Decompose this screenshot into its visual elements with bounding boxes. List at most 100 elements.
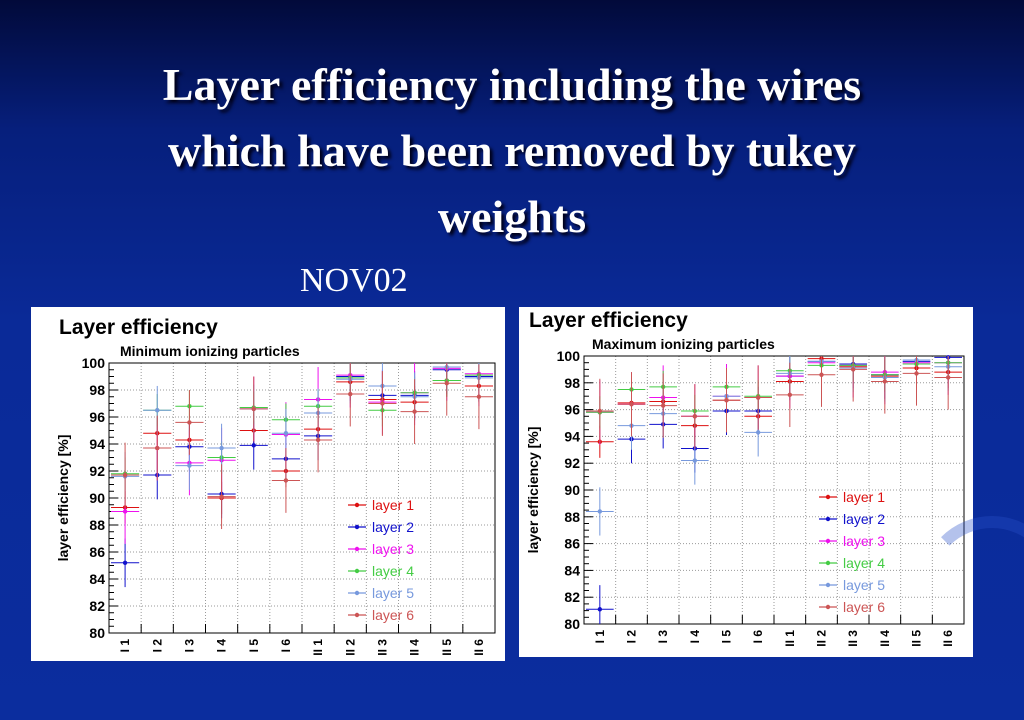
data-point xyxy=(315,437,321,443)
legend-label: layer 1 xyxy=(843,489,885,505)
data-point xyxy=(692,458,698,463)
y-tick-label: 90 xyxy=(564,482,580,498)
x-tick-label: II 1 xyxy=(783,630,797,647)
y-tick-label: 80 xyxy=(89,625,105,641)
y-tick-label: 94 xyxy=(564,428,580,444)
x-tick-label: II 3 xyxy=(375,639,389,656)
data-point xyxy=(787,392,793,398)
legend-label: layer 2 xyxy=(843,511,885,527)
data-point xyxy=(219,445,224,451)
data-point xyxy=(122,560,128,565)
slide-title-line-1: Layer efficiency including the wires xyxy=(162,59,862,110)
y-axis-label: layer efficiency [%] xyxy=(55,435,71,562)
legend-label: layer 1 xyxy=(372,497,414,513)
x-tick-label: I 6 xyxy=(751,630,765,644)
x-tick-label: I 1 xyxy=(593,630,607,644)
x-tick-label: I 5 xyxy=(247,639,261,653)
data-point xyxy=(283,431,289,436)
data-point xyxy=(219,494,224,499)
legend-marker xyxy=(825,560,831,566)
data-point xyxy=(251,406,256,412)
data-point xyxy=(629,402,634,407)
plot-frame xyxy=(583,355,965,625)
legend-marker xyxy=(354,502,360,508)
chart-title: Layer efficiency xyxy=(59,316,218,339)
x-tick-label: II 5 xyxy=(910,630,924,647)
legend-marker xyxy=(825,582,831,588)
data-point xyxy=(283,478,289,483)
data-point xyxy=(819,372,824,377)
y-tick-label: 96 xyxy=(564,402,580,418)
legend-marker xyxy=(825,538,831,544)
y-tick-label: 98 xyxy=(89,382,105,398)
legend-label: layer 6 xyxy=(372,607,414,623)
y-tick-label: 82 xyxy=(89,598,105,614)
data-point xyxy=(187,420,192,425)
x-tick-label: II 5 xyxy=(440,639,454,656)
x-tick-label: II 2 xyxy=(343,639,357,656)
data-point xyxy=(755,395,761,400)
data-point xyxy=(380,401,385,406)
chart-subtitle: Minimum ionizing particles xyxy=(120,343,300,359)
chart-title: Layer efficiency xyxy=(529,309,688,332)
data-point xyxy=(882,379,888,384)
y-tick-label: 86 xyxy=(564,536,580,552)
y-tick-label: 84 xyxy=(89,571,105,587)
y-tick-label: 84 xyxy=(564,562,580,578)
y-tick-label: 92 xyxy=(89,463,105,479)
chart-minimum-ionizing-svg: Layer efficiency Minimum ionizing particl… xyxy=(55,316,496,656)
x-tick-label: II 4 xyxy=(878,630,892,647)
data-point xyxy=(914,371,919,376)
legend-marker xyxy=(354,568,360,574)
y-tick-label: 86 xyxy=(89,544,105,560)
slide-title-line-2: which have been removed by tukey xyxy=(168,125,856,176)
y-tick-label: 94 xyxy=(89,436,105,452)
y-tick-label: 100 xyxy=(557,348,581,364)
plot-frame xyxy=(108,362,496,634)
data-point xyxy=(187,463,192,468)
x-tick-label: I 4 xyxy=(215,639,229,653)
chart-subtitle: Maximum ionizing particles xyxy=(592,336,775,352)
legend-marker xyxy=(825,494,831,500)
legend-label: layer 3 xyxy=(372,541,414,557)
data-point xyxy=(945,375,951,380)
legend-label: layer 3 xyxy=(843,533,885,549)
y-tick-label: 88 xyxy=(89,517,105,533)
x-tick-label: I 5 xyxy=(720,630,734,644)
y-tick-label: 92 xyxy=(564,455,580,471)
data-point xyxy=(597,607,603,612)
x-tick-label: I 6 xyxy=(279,639,293,653)
legend-marker xyxy=(354,524,360,530)
legend-marker xyxy=(354,590,360,596)
x-tick-label: II 2 xyxy=(815,630,829,647)
data-point xyxy=(122,509,128,514)
x-tick-label: II 6 xyxy=(472,639,486,656)
legend-label: layer 5 xyxy=(372,585,414,601)
y-axis-label: layer efficiency [%] xyxy=(525,427,541,554)
data-point xyxy=(155,408,160,413)
legend-label: layer 4 xyxy=(843,555,885,571)
y-tick-label: 88 xyxy=(564,509,580,525)
data-point xyxy=(122,472,128,478)
slide-title-line-3: weights xyxy=(437,191,587,242)
data-point xyxy=(348,391,353,397)
x-tick-label: II 3 xyxy=(846,630,860,647)
data-point xyxy=(597,509,603,514)
legend-marker xyxy=(825,516,831,522)
legend-marker xyxy=(825,604,831,610)
data-point xyxy=(850,367,856,372)
slide-subtitle: NOV02 xyxy=(300,262,408,299)
x-tick-label: I 2 xyxy=(150,639,164,653)
data-point xyxy=(412,409,417,414)
legend-label: layer 2 xyxy=(372,519,414,535)
data-point xyxy=(251,443,256,448)
data-point xyxy=(660,403,666,408)
data-point xyxy=(476,394,482,399)
legend-marker xyxy=(354,546,360,552)
chart-maximum-ionizing-svg: Layer efficiency Maximum ionizing particl… xyxy=(525,309,965,647)
y-tick-label: 82 xyxy=(564,589,580,605)
x-tick-label: I 2 xyxy=(625,630,639,644)
legend-label: layer 4 xyxy=(372,563,414,579)
legend-label: layer 5 xyxy=(843,577,885,593)
data-point xyxy=(724,398,729,403)
